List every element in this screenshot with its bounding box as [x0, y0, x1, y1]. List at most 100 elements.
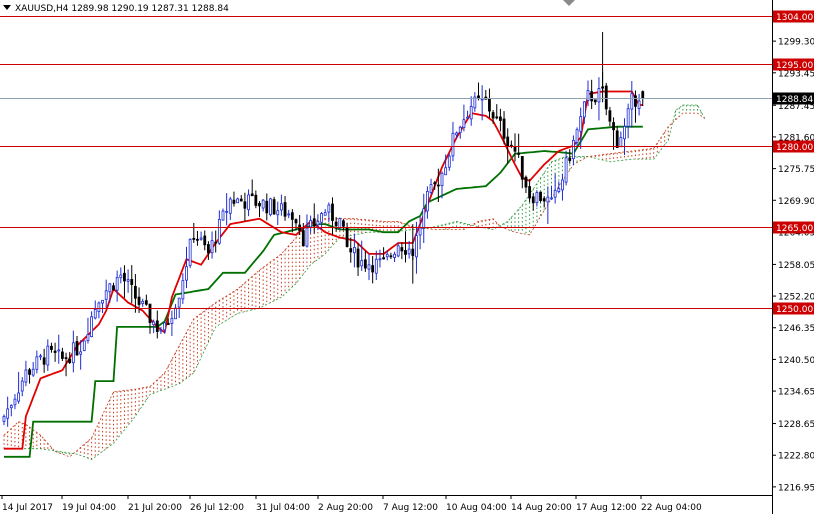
level-label-box	[773, 58, 814, 71]
candle-body	[637, 100, 641, 109]
candle-body	[462, 119, 466, 129]
level-label-box	[773, 140, 814, 153]
candle-body	[236, 198, 240, 204]
candle-body	[254, 194, 258, 206]
candle-body	[250, 193, 254, 197]
candle-body	[597, 88, 601, 103]
candle-body	[90, 316, 93, 338]
candle-body	[393, 253, 396, 258]
y-tick-label: 1234.65	[778, 388, 814, 398]
candle-body	[407, 248, 411, 255]
candle-body	[455, 132, 459, 136]
candle-body	[20, 380, 24, 392]
y-tick-label: 1269.90	[778, 197, 814, 207]
candle-body	[199, 237, 203, 240]
candle-body	[269, 198, 272, 216]
candle-body	[9, 405, 13, 409]
candle-body	[79, 351, 83, 355]
candle-body	[42, 357, 46, 365]
candle-body	[217, 219, 221, 244]
candle-body	[491, 112, 495, 119]
kijun-sen-line	[4, 125, 643, 458]
level-label-text: 1295.00	[776, 61, 813, 71]
candle-body	[400, 247, 404, 252]
candle-body	[568, 157, 572, 161]
candle-body	[517, 152, 521, 155]
candle-body	[564, 157, 568, 183]
candle-body	[579, 116, 583, 132]
ichimoku-lines	[4, 90, 643, 458]
candle-body	[623, 126, 626, 140]
candle-body	[210, 240, 214, 254]
candle-body	[641, 91, 645, 99]
candle-body	[214, 241, 218, 244]
candle-body	[279, 203, 283, 211]
candle-body	[86, 334, 90, 342]
candle-body	[152, 321, 156, 326]
candle-body	[312, 218, 316, 227]
candle-body	[2, 416, 6, 422]
x-tick-label: 17 Aug 12:00	[576, 503, 637, 513]
candle-body	[101, 299, 104, 304]
candle-body	[338, 218, 342, 229]
candle-body	[444, 167, 448, 176]
candle-body	[71, 342, 75, 364]
candle-body	[64, 357, 68, 360]
candle-body	[378, 258, 382, 261]
candle-body	[385, 253, 389, 258]
candle-body	[473, 96, 477, 109]
chart-shift-marker-icon[interactable]	[563, 0, 575, 6]
x-tick-label: 7 Aug 12:00	[383, 503, 438, 513]
candle-body	[239, 198, 243, 202]
level-label-text: 1280.00	[776, 143, 813, 153]
x-tick-label: 19 Jul 04:00	[62, 503, 116, 513]
candle-body	[634, 95, 637, 107]
candle-body	[389, 255, 393, 258]
candle-body	[331, 203, 334, 221]
x-tick-label: 31 Jul 04:00	[256, 503, 310, 513]
candle-body	[612, 122, 615, 131]
candle-body	[97, 302, 101, 312]
candle-body	[433, 182, 437, 185]
candle-body	[287, 213, 291, 216]
level-label-box	[773, 10, 814, 23]
candle-body	[334, 221, 338, 227]
candle-body	[608, 110, 612, 122]
y-tick-label: 1287.45	[778, 102, 814, 112]
candle-body	[276, 210, 280, 216]
candle-body	[82, 340, 86, 351]
candle-body	[148, 303, 152, 324]
symbol-menu-icon[interactable]	[3, 5, 11, 10]
candle-body	[301, 230, 305, 247]
candle-body	[108, 283, 112, 293]
y-tick-label: 1258.05	[778, 261, 814, 271]
candle-body	[429, 184, 433, 193]
candles	[2, 31, 645, 427]
candle-body	[320, 213, 323, 223]
candle-body	[228, 198, 232, 214]
y-tick-label: 1216.95	[778, 483, 814, 493]
candle-body	[575, 129, 579, 143]
candle-body	[170, 317, 174, 324]
candle-body	[93, 309, 97, 319]
candle-body	[524, 176, 528, 188]
candle-body	[166, 322, 170, 325]
candle-body	[593, 99, 597, 103]
candle-body	[283, 202, 287, 217]
candle-body	[418, 227, 422, 236]
candle-body	[440, 172, 444, 187]
candle-body	[133, 286, 137, 299]
candle-body	[104, 290, 108, 300]
candle-body	[24, 369, 28, 383]
candle-body	[345, 227, 349, 247]
candle-body	[630, 93, 634, 110]
current-price-label-box	[773, 92, 814, 105]
candle-body	[159, 329, 163, 332]
candle-body	[206, 244, 210, 254]
candle-body	[436, 184, 440, 187]
candle-body	[225, 210, 229, 213]
candle-body	[174, 307, 177, 320]
x-axis: 14 Jul 2017 19 Jul 04:00 21 Jul 20:00 26 Ju…	[1, 495, 702, 513]
candle-body	[53, 350, 57, 353]
candle-body	[290, 212, 294, 220]
